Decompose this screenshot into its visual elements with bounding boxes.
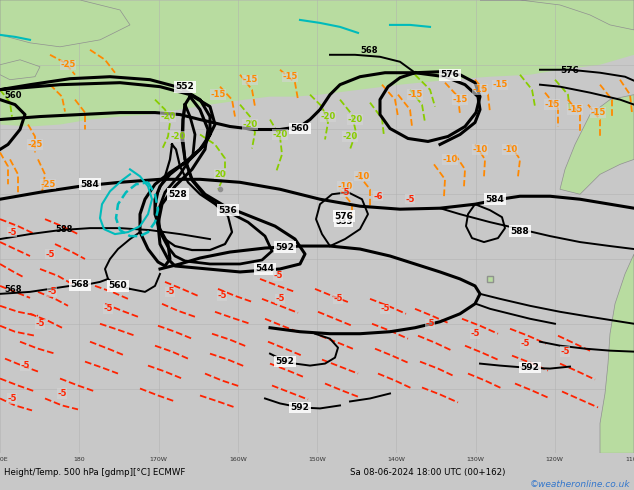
Text: Sa 08-06-2024 18:00 UTC (00+162): Sa 08-06-2024 18:00 UTC (00+162) — [350, 467, 505, 477]
Text: -5: -5 — [380, 304, 390, 313]
Text: 584: 584 — [486, 195, 505, 204]
Polygon shape — [0, 60, 40, 80]
Text: 568: 568 — [70, 280, 89, 290]
Text: 560: 560 — [290, 124, 309, 133]
Text: 120W: 120W — [546, 457, 564, 462]
Text: -6: -6 — [373, 192, 383, 201]
Text: -5: -5 — [20, 361, 30, 370]
Text: -5: -5 — [48, 287, 57, 296]
Text: -20: -20 — [171, 132, 186, 141]
Text: 544: 544 — [256, 265, 275, 273]
Text: -5: -5 — [275, 294, 285, 303]
Text: 533: 533 — [335, 217, 353, 226]
Text: -15: -15 — [452, 95, 468, 104]
Polygon shape — [600, 254, 634, 453]
Text: -15: -15 — [590, 108, 605, 117]
Text: -10: -10 — [443, 155, 458, 164]
Text: 180: 180 — [74, 457, 85, 462]
Text: ©weatheronline.co.uk: ©weatheronline.co.uk — [529, 480, 630, 489]
Text: -10: -10 — [337, 182, 353, 191]
Text: -5: -5 — [405, 195, 415, 204]
Text: -5: -5 — [45, 249, 55, 259]
Text: 528: 528 — [169, 190, 188, 199]
Text: -15: -15 — [407, 90, 423, 99]
Text: 552: 552 — [176, 82, 195, 91]
Text: 588: 588 — [55, 225, 72, 234]
Polygon shape — [560, 95, 634, 194]
Text: -25: -25 — [41, 180, 56, 189]
Text: -20: -20 — [242, 120, 257, 129]
Text: -20: -20 — [273, 130, 288, 139]
Text: 576: 576 — [335, 212, 353, 220]
Text: -5: -5 — [103, 304, 113, 313]
Text: 110W: 110W — [625, 457, 634, 462]
Text: 560: 560 — [108, 281, 127, 291]
Text: -5: -5 — [57, 389, 67, 398]
Text: -15: -15 — [242, 75, 257, 84]
Text: -20: -20 — [342, 132, 358, 141]
Polygon shape — [480, 0, 634, 30]
Polygon shape — [0, 0, 634, 126]
Text: 576: 576 — [560, 66, 579, 74]
Text: -15: -15 — [210, 90, 226, 99]
Text: -5: -5 — [470, 329, 480, 338]
Text: 560: 560 — [4, 91, 22, 99]
Text: -5: -5 — [521, 339, 530, 348]
Text: -5: -5 — [333, 294, 343, 303]
Text: -5: -5 — [7, 394, 16, 403]
Text: 568: 568 — [360, 46, 377, 55]
Text: -25: -25 — [27, 140, 42, 149]
Text: 170W: 170W — [150, 457, 167, 462]
Text: 140W: 140W — [387, 457, 405, 462]
Text: -20: -20 — [320, 112, 335, 121]
Text: 592: 592 — [276, 357, 294, 366]
Text: 160W: 160W — [229, 457, 247, 462]
Text: -10: -10 — [472, 145, 488, 154]
Text: -5: -5 — [560, 347, 570, 356]
Text: -5: -5 — [273, 271, 283, 280]
Text: -10: -10 — [502, 145, 517, 154]
Text: 584: 584 — [81, 180, 100, 189]
Text: -5: -5 — [36, 319, 45, 328]
Text: 592: 592 — [521, 363, 540, 372]
Text: 588: 588 — [510, 226, 529, 236]
Text: -15: -15 — [282, 72, 298, 81]
Text: 576: 576 — [441, 70, 460, 79]
Text: 536: 536 — [219, 206, 237, 215]
Text: 170E: 170E — [0, 457, 8, 462]
Text: -5: -5 — [425, 319, 435, 328]
Text: -5: -5 — [165, 287, 175, 296]
Text: 592: 592 — [276, 243, 294, 251]
Text: 568: 568 — [4, 285, 22, 294]
Polygon shape — [0, 0, 130, 47]
Text: -20: -20 — [160, 112, 176, 121]
Text: 130W: 130W — [467, 457, 484, 462]
Text: -20: -20 — [347, 115, 363, 124]
Text: -15: -15 — [567, 105, 583, 114]
Text: -15: -15 — [493, 80, 508, 89]
Text: -5: -5 — [217, 292, 227, 300]
Text: 150W: 150W — [308, 457, 326, 462]
Text: -5: -5 — [7, 227, 16, 237]
Text: -5: -5 — [340, 188, 350, 197]
Text: 592: 592 — [290, 403, 309, 412]
Text: -15: -15 — [472, 85, 488, 94]
Text: -25: -25 — [60, 60, 75, 69]
Text: 20: 20 — [214, 170, 226, 179]
Text: -15: -15 — [545, 100, 560, 109]
Text: Height/Temp. 500 hPa [gdmp][°C] ECMWF: Height/Temp. 500 hPa [gdmp][°C] ECMWF — [4, 467, 185, 477]
Text: -10: -10 — [354, 172, 370, 181]
